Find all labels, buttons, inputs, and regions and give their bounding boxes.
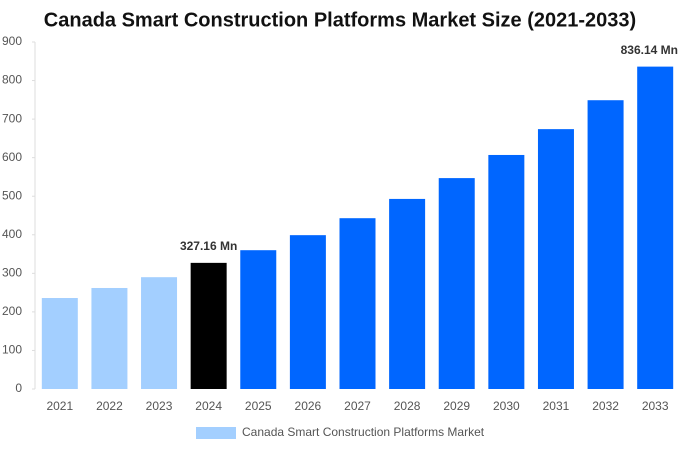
- x-tick-label: 2032: [592, 399, 619, 413]
- bar: [637, 66, 674, 389]
- legend-label: Canada Smart Construction Platforms Mark…: [242, 425, 485, 439]
- bar: [339, 218, 376, 389]
- bar: [587, 100, 624, 390]
- y-tick-label: 400: [2, 227, 22, 241]
- bar: [389, 198, 426, 389]
- y-tick-label: 900: [2, 34, 22, 48]
- x-tick-label: 2022: [96, 399, 123, 413]
- x-tick-label: 2024: [195, 399, 222, 413]
- x-tick-label: 2028: [394, 399, 421, 413]
- chart-title: Canada Smart Construction Platforms Mark…: [44, 9, 636, 31]
- x-tick-label: 2026: [295, 399, 322, 413]
- bar: [41, 298, 78, 389]
- bar: [438, 178, 475, 389]
- y-tick-label: 600: [2, 150, 22, 164]
- x-tick-label: 2023: [146, 399, 173, 413]
- y-tick-label: 200: [2, 304, 22, 318]
- data-label: 327.16 Mn: [180, 239, 237, 253]
- legend-swatch: [196, 427, 236, 439]
- x-tick-label: 2030: [493, 399, 520, 413]
- data-label: 836.14 Mn: [621, 43, 678, 57]
- y-tick-label: 0: [15, 381, 22, 395]
- y-tick-label: 100: [2, 343, 22, 357]
- bar: [141, 277, 178, 389]
- bar: [488, 154, 525, 389]
- y-tick-label: 700: [2, 111, 22, 125]
- bar: [537, 129, 574, 389]
- y-tick-label: 800: [2, 73, 22, 87]
- bar: [91, 287, 128, 389]
- y-tick-label: 500: [2, 188, 22, 202]
- x-tick-label: 2027: [344, 399, 371, 413]
- x-tick-label: 2029: [443, 399, 470, 413]
- x-tick-label: 2021: [46, 399, 73, 413]
- x-tick-label: 2025: [245, 399, 272, 413]
- bar: [289, 235, 326, 389]
- x-tick-label: 2033: [642, 399, 669, 413]
- y-tick-label: 300: [2, 266, 22, 280]
- bar: [190, 262, 227, 389]
- x-tick-label: 2031: [543, 399, 570, 413]
- bar: [240, 250, 277, 389]
